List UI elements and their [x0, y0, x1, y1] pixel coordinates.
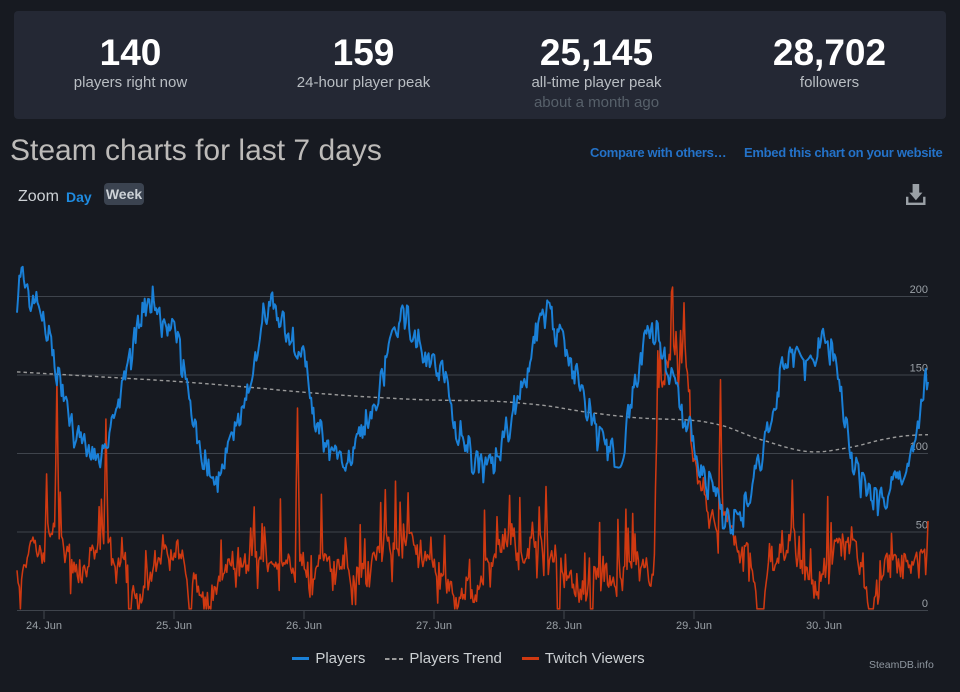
svg-text:150: 150 — [910, 362, 928, 374]
svg-text:27. Jun: 27. Jun — [416, 620, 452, 632]
svg-text:29. Jun: 29. Jun — [676, 620, 712, 632]
svg-text:200: 200 — [910, 284, 928, 296]
svg-text:28. Jun: 28. Jun — [546, 620, 582, 632]
svg-text:25. Jun: 25. Jun — [156, 620, 192, 632]
svg-text:50: 50 — [916, 519, 928, 531]
svg-text:0: 0 — [922, 598, 928, 610]
svg-text:30. Jun: 30. Jun — [806, 620, 842, 632]
svg-text:24. Jun: 24. Jun — [26, 620, 62, 632]
svg-text:26. Jun: 26. Jun — [286, 620, 322, 632]
